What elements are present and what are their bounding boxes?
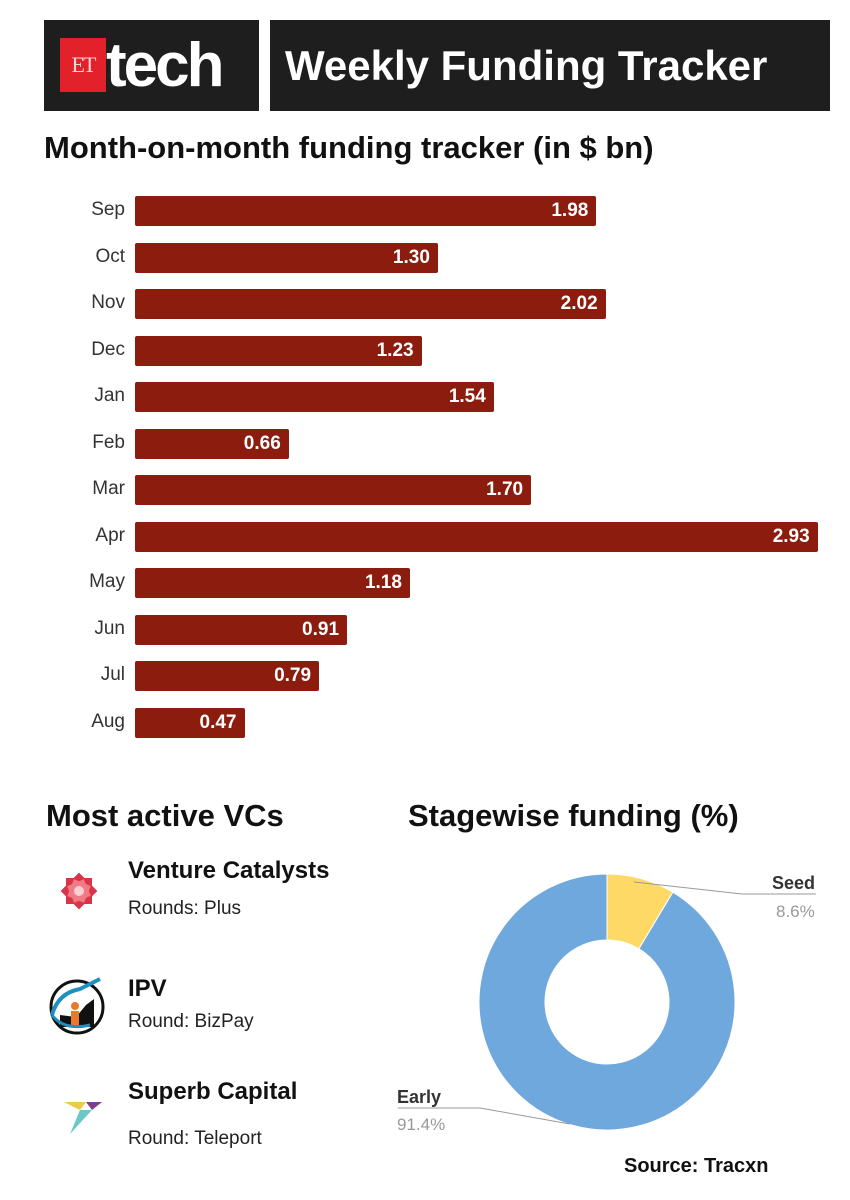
data-label: 2.02 (560, 293, 598, 314)
data-label: 0.66 (243, 432, 281, 454)
bar-aug: 0.47 (135, 707, 245, 738)
tick-label-apr: Apr (95, 524, 125, 546)
tick-label-jun: Jun (94, 617, 125, 639)
tick-label-jul: Jul (100, 664, 125, 685)
vc-name: Superb Capital (128, 1078, 298, 1105)
bar-nov: 2.02 (135, 289, 606, 319)
data-label: 0.79 (274, 665, 312, 686)
vc-name: IPV (128, 975, 167, 1002)
data-label: 0.47 (199, 711, 237, 733)
pie-slice-early (478, 873, 736, 1131)
bar-apr: 2.93 (135, 521, 818, 552)
early-pct: 91.4% (397, 1115, 446, 1134)
et-logo-mark: ET (60, 38, 106, 92)
tick-label-nov: Nov (91, 292, 125, 313)
source-note: Source: Tracxn (624, 1155, 769, 1177)
seed-label: Seed (772, 873, 816, 893)
data-label: 1.23 (376, 339, 414, 361)
donut-chart (398, 873, 816, 1131)
bar-dec: 1.23 (135, 335, 422, 366)
vcs-title: Most active VCs (46, 798, 284, 833)
bar-jun: 0.91 (135, 614, 348, 645)
data-label: 1.70 (486, 479, 524, 500)
data-label: 1.18 (364, 572, 402, 593)
ipv-logo-icon (46, 975, 108, 1040)
vc-round: Rounds: Plus (128, 898, 242, 919)
vc-name: Venture Catalysts (128, 857, 330, 884)
data-label: 1.98 (551, 200, 589, 221)
tick-label-mar: Mar (92, 478, 125, 499)
pie-chart-title: Stagewise funding (%) (408, 798, 739, 833)
flower-logo-icon (52, 864, 106, 923)
seed-leader-line (633, 881, 743, 895)
arrow-logo-icon (64, 1100, 104, 1141)
vc-round: Round: Teleport (128, 1128, 262, 1149)
data-label: 1.30 (392, 246, 430, 268)
bar-oct: 1.30 (135, 242, 438, 273)
tick-label-may: May (89, 571, 125, 592)
et-tech-logo: ET tech (44, 20, 259, 111)
data-label: 0.91 (302, 618, 340, 640)
bar-may: 1.18 (135, 568, 410, 598)
seed-pct: 8.6% (776, 902, 815, 921)
bar-feb: 0.66 (135, 428, 289, 459)
page-title: Weekly Funding Tracker (270, 20, 830, 111)
bar-mar: 1.70 (135, 475, 532, 505)
tick-label-dec: Dec (91, 338, 125, 360)
early-leader-line (479, 1107, 571, 1125)
bar-sep: 1.98 (135, 196, 597, 226)
data-label: 2.93 (772, 525, 810, 547)
vc-round: Round: BizPay (128, 1011, 254, 1032)
tick-label-oct: Oct (95, 245, 125, 267)
tick-label-jan: Jan (94, 385, 125, 406)
early-label: Early (397, 1087, 442, 1107)
tick-label-aug: Aug (91, 710, 125, 732)
bar-jul: 0.79 (135, 661, 320, 691)
data-label: 1.54 (448, 386, 486, 407)
tech-logo-text: tech (106, 31, 224, 100)
tick-label-sep: Sep (91, 199, 125, 220)
tick-label-feb: Feb (92, 431, 125, 453)
bar-chart-title: Month-on-month funding tracker (in $ bn) (44, 130, 654, 165)
bar-jan: 1.54 (135, 382, 494, 412)
